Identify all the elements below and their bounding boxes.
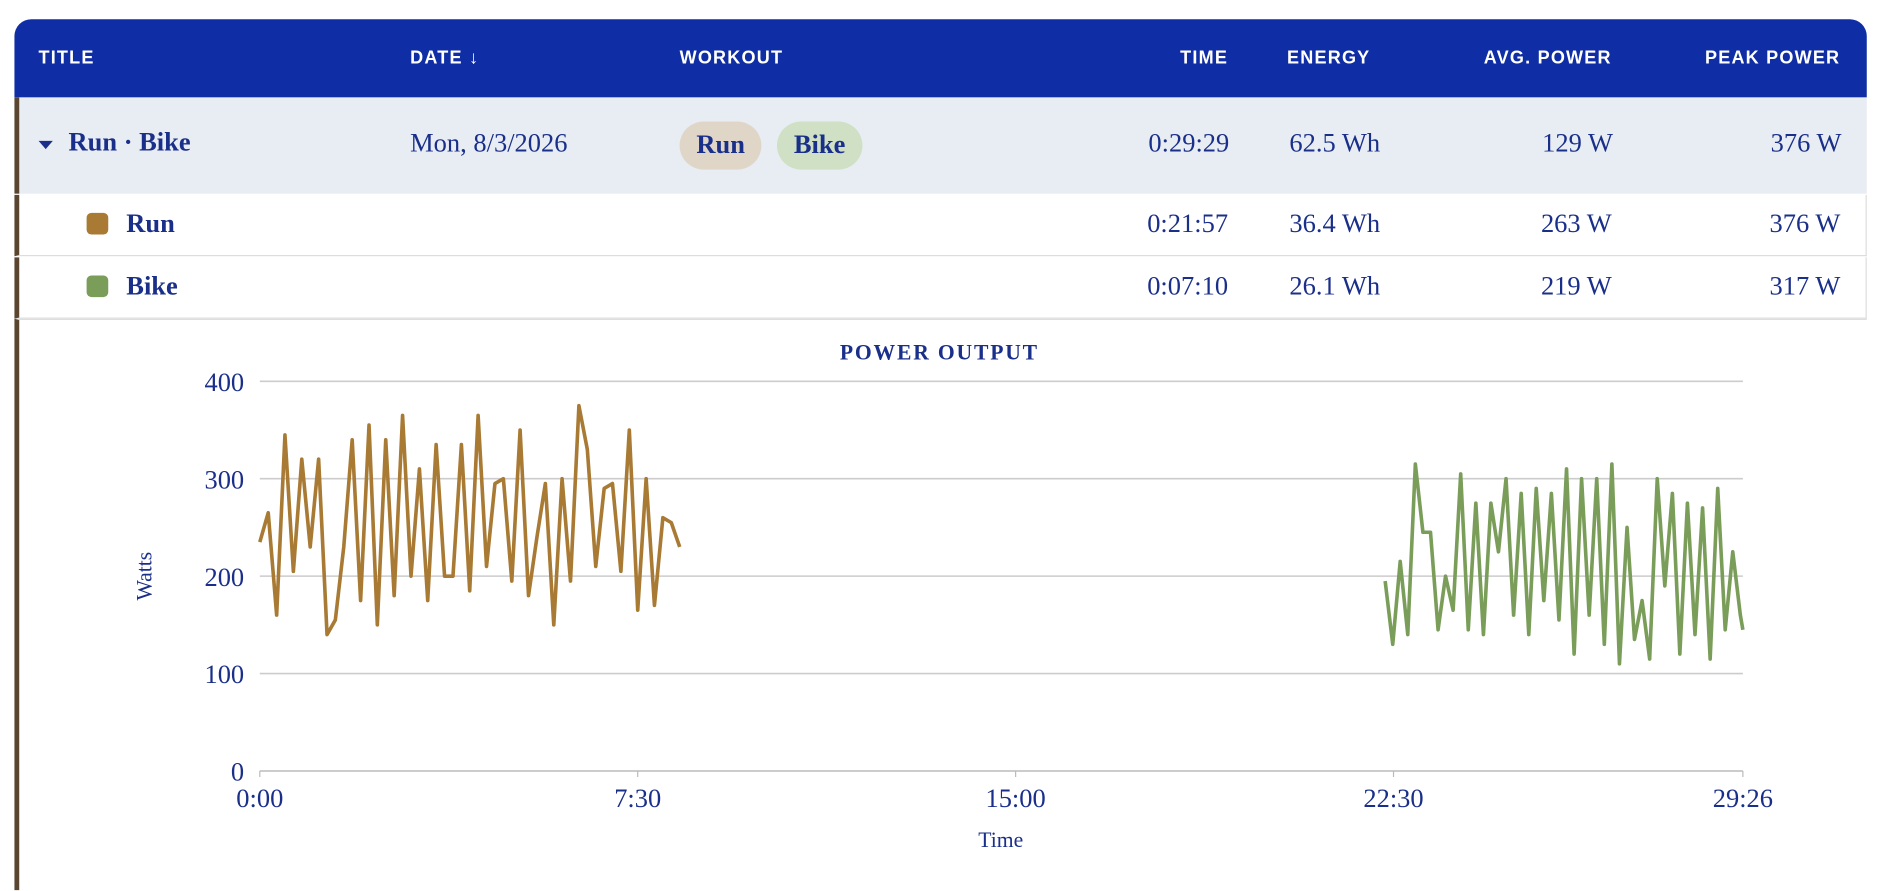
peak-power: 376 W <box>1769 208 1841 239</box>
x-tick-label: 29:26 <box>1713 783 1773 813</box>
time: 0:29:29 <box>1148 127 1230 158</box>
color-swatch <box>86 275 109 298</box>
energy: 36.4 Wh <box>1289 208 1381 239</box>
x-axis-label: Time <box>978 828 1023 852</box>
tag-bike: Bike <box>777 121 863 170</box>
color-swatch <box>86 212 109 235</box>
header-cell[interactable]: WORKOUT <box>679 48 784 69</box>
y-axis-label: Watts <box>133 552 157 601</box>
sub-row: Run 0:21:57 36.4 Wh 263 W 376 W <box>14 194 1867 257</box>
tag-run: Run <box>679 121 762 170</box>
y-tick-label: 200 <box>204 562 244 592</box>
avg-power: 129 W <box>1542 127 1613 158</box>
x-tick-label: 22:30 <box>1363 783 1423 813</box>
time: 0:07:10 <box>1147 270 1229 301</box>
avg-power: 263 W <box>1540 208 1612 239</box>
sub-name: Bike <box>126 270 178 301</box>
peak-power: 317 W <box>1769 270 1841 301</box>
header-cell[interactable]: DATE ↓ <box>410 48 480 69</box>
y-tick-label: 400 <box>204 367 244 397</box>
header-cell[interactable]: TIME <box>1180 48 1229 69</box>
y-tick-label: 0 <box>231 757 244 787</box>
sub-row: Bike 0:07:10 26.1 Wh 219 W 317 W <box>14 257 1867 319</box>
time: 0:21:57 <box>1147 208 1229 239</box>
header-cell[interactable]: AVG. POWER <box>1483 48 1612 69</box>
y-tick-label: 300 <box>204 464 244 494</box>
energy: 26.1 Wh <box>1289 270 1381 301</box>
series-line <box>1383 462 1745 666</box>
group-title: Run · Bike <box>68 126 191 157</box>
x-tick-label: 7:30 <box>614 783 661 813</box>
x-tick-label: 15:00 <box>985 783 1045 813</box>
avg-power: 219 W <box>1540 270 1612 301</box>
header-cell[interactable]: TITLE <box>38 48 95 69</box>
y-tick-label: 100 <box>204 659 244 689</box>
chart-title: POWER OUTPUT <box>840 341 1039 365</box>
chart-panel: POWER OUTPUT Time Watts 0 100 200 300 400 0:0… <box>14 318 1867 891</box>
caret[interactable] <box>38 140 53 151</box>
chart: POWER OUTPUT Time Watts 0 100 200 300 400 0:0… <box>133 341 1773 852</box>
table-header: TITLE DATE ↓ WORKOUT TIME ENERGY AVG. PO… <box>14 19 1867 98</box>
header-cell[interactable]: ENERGY <box>1287 48 1371 69</box>
energy: 62.5 Wh <box>1289 127 1381 158</box>
sub-name: Run <box>126 208 175 239</box>
group-row[interactable]: Run · Bike Mon, 8/3/2026 Run Bike 0:29:2… <box>14 97 1867 194</box>
peak-power: 376 W <box>1770 127 1842 158</box>
date: Mon, 8/3/2026 <box>410 127 568 158</box>
series-line <box>258 403 682 637</box>
header-cell[interactable]: PEAK POWER <box>1704 48 1841 69</box>
x-tick-label: 0:00 <box>236 783 283 813</box>
